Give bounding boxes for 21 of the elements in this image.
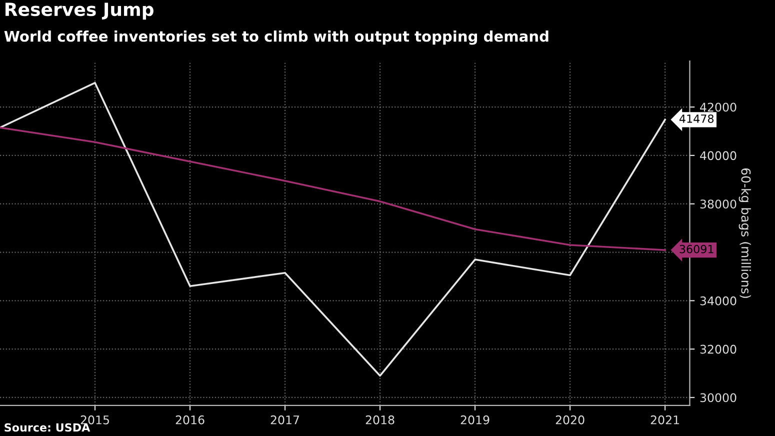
y-tick-label: 34000 <box>700 296 736 306</box>
data-label: 41478 <box>679 114 714 123</box>
y-tick-label: 32000 <box>700 344 736 354</box>
data-label: 36091 <box>680 244 714 254</box>
x-tick-label: 2016 <box>176 415 204 424</box>
x-tick-label: 2019 <box>460 415 490 424</box>
y-tick-label: 40000 <box>700 151 736 160</box>
y-tick-label: 38000 <box>700 200 736 209</box>
line-series <box>0 126 666 251</box>
chart-title: Reserves Jump <box>6 2 154 20</box>
x-tick-label: 2021 <box>650 415 679 424</box>
y-tick-label: 42000 <box>700 102 736 112</box>
chart-subtitle: World coffee inventories set to climb with output topping demand <box>4 30 548 45</box>
line-series <box>0 82 666 377</box>
x-tick-label: 2018 <box>366 415 394 424</box>
y-axis-title: 60-kg bags (millions) <box>738 168 751 298</box>
x-tick-label: 2017 <box>270 415 300 424</box>
y-tick-label: 30000 <box>700 393 736 402</box>
source-note: Source: USDA <box>4 423 90 432</box>
x-tick-label: 2020 <box>556 415 584 424</box>
x-tick-label: 2015 <box>80 415 109 424</box>
